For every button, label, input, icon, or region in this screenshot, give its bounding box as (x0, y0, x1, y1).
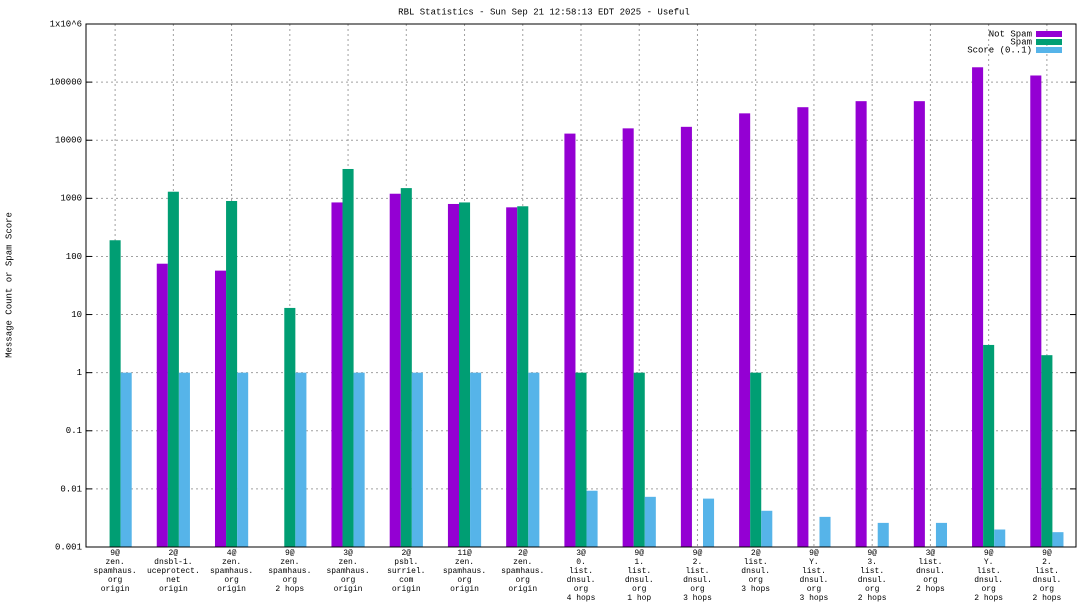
bar (331, 202, 343, 547)
plot-frame (85, 23, 1077, 548)
bar (517, 206, 529, 547)
bar (680, 126, 692, 548)
bar (877, 522, 889, 547)
bar (750, 372, 762, 547)
bar (972, 67, 984, 547)
x-tick-label: 9@ 2. list. dnsul. org 2 hops (1032, 549, 1062, 603)
bar (819, 516, 831, 547)
bar (564, 133, 576, 548)
x-tick-label: 9@ zen. spamhaus. org 2 hops (268, 549, 312, 594)
x-tick-label: 3@ 0. list. dnsul. org 4 hops (566, 549, 596, 603)
y-tick-label: 1x10^6 (50, 19, 82, 29)
y-tick-label: 0.01 (60, 484, 82, 494)
bar (739, 113, 751, 548)
x-tick-label: 9@ zen. spamhaus. org origin (93, 549, 137, 594)
x-tick-label: 4@ zen. spamhaus. org origin (209, 549, 254, 594)
x-tick-label: 2@ zen. spamhaus. org origin (501, 549, 545, 594)
x-tick-label: 9@ 1. list. dnsul. org 1 hop (624, 549, 654, 603)
bar (178, 372, 190, 547)
legend-label: Spam (1010, 37, 1032, 47)
bar (644, 496, 656, 547)
bar (622, 128, 634, 547)
x-tick-label: 3@ zen. spamhaus. org origin (326, 549, 370, 594)
legend-label: Score (0..1) (967, 45, 1032, 55)
y-tick-label: 1 (77, 368, 82, 378)
bar (214, 270, 227, 547)
y-tick-label: 0.1 (66, 426, 82, 436)
bar (506, 207, 518, 548)
x-tick-label: 2@ list. dnsul. org 3 hops (741, 549, 771, 594)
bar (447, 203, 459, 547)
bar (342, 168, 354, 547)
y-tick-label: 10 (71, 310, 82, 320)
chart-title: RBL Statistics - Sun Sep 21 12:58:13 EDT… (398, 7, 690, 17)
bar (1030, 75, 1042, 547)
bar (1052, 532, 1064, 547)
legend-swatch (1036, 31, 1062, 37)
bar (226, 200, 238, 547)
x-tick-label: 3@ list. dnsul. org 2 hops (916, 549, 945, 594)
bar (797, 107, 809, 547)
bar (167, 191, 179, 547)
bar (109, 240, 121, 547)
bar (353, 372, 365, 547)
bar (458, 202, 471, 547)
x-tick-label: 2@ dnsbl-1. uceprotect. net origin (146, 549, 200, 594)
bar (400, 188, 412, 548)
legend-label: Not Spam (989, 29, 1032, 39)
bar (935, 522, 948, 547)
bar (586, 490, 598, 547)
y-tick-label: 100 (66, 252, 82, 262)
y-tick-label: 0.001 (55, 542, 82, 552)
y-tick-label: 10000 (55, 136, 82, 146)
bar (237, 372, 249, 547)
y-tick-label: 100000 (50, 77, 82, 87)
bar (575, 372, 587, 547)
bar (1041, 355, 1053, 547)
bar (295, 372, 307, 547)
x-tick-label: 9@ 2. list. dnsul. org 3 hops (683, 549, 712, 603)
legend-swatch (1036, 47, 1062, 53)
x-tick-label: 9@ Y. list. dnsul. org 3 hops (799, 549, 829, 603)
bar (284, 307, 296, 547)
x-tick-label: 9@ Y. list. dnsul. org 2 hops (974, 549, 1004, 603)
y-axis-label: Message Count or Spam Score (4, 212, 14, 358)
bar (855, 101, 867, 548)
bar (994, 529, 1006, 547)
bar (703, 498, 715, 547)
bar (470, 372, 482, 547)
x-tick-label: 9@ 3. list. dnsul. org 2 hops (857, 549, 887, 603)
y-tick-label: 1000 (60, 194, 82, 204)
bar (389, 193, 401, 547)
bar (120, 372, 132, 547)
bar (633, 372, 645, 547)
x-tick-label: 2@ psbl. surriel. com origin (387, 549, 426, 594)
bar (761, 510, 773, 547)
bar (156, 263, 168, 547)
legend-swatch (1036, 39, 1062, 45)
bar (913, 101, 925, 548)
bar (528, 372, 540, 547)
bar (983, 344, 995, 547)
bar (411, 372, 423, 547)
x-tick-label: 11@ zen. spamhaus. org origin (442, 549, 487, 594)
